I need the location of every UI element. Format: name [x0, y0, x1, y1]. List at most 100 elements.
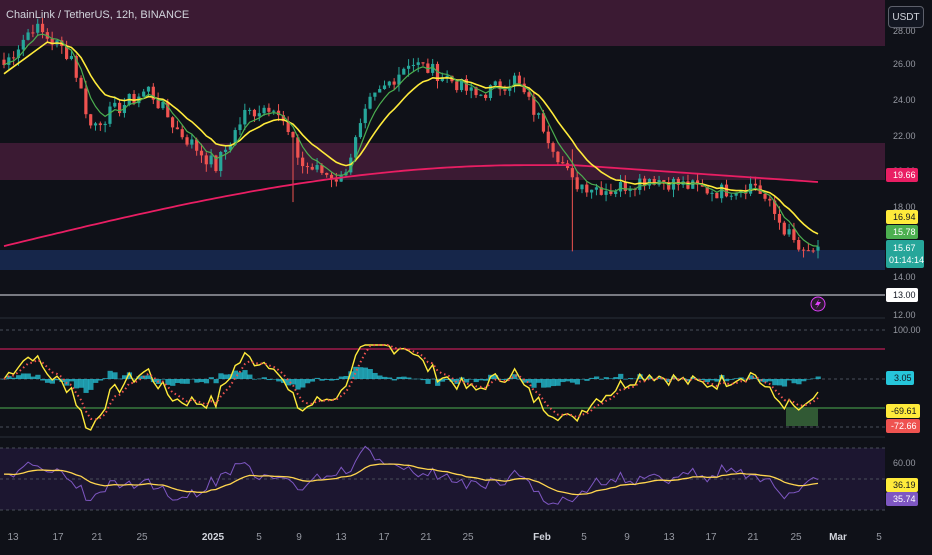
histogram-bar: [242, 370, 248, 379]
candle-body: [777, 213, 782, 223]
countdown-timer: 01:14:14: [889, 255, 924, 265]
histogram-bar: [642, 378, 648, 380]
lightning-icon[interactable]: [810, 296, 826, 312]
ma-fast-line[interactable]: [3, 33, 819, 247]
histogram-bar: [300, 379, 306, 388]
ind1-main-line[interactable]: [3, 344, 819, 431]
ind2-main-line[interactable]: [3, 445, 819, 505]
candle-body: [676, 178, 680, 185]
currency-button[interactable]: USDT: [888, 6, 924, 28]
candle-body: [117, 102, 122, 114]
ind1-signal-dots[interactable]: [3, 344, 819, 421]
candle-body: [223, 149, 228, 152]
candle-body: [334, 179, 338, 182]
candle-body: [493, 81, 497, 86]
histogram-bar: [203, 379, 210, 384]
histogram-bar: [358, 367, 364, 379]
candle-body: [546, 131, 550, 144]
histogram-bar: [83, 379, 89, 393]
candle-body: [382, 85, 387, 90]
histogram-bar: [695, 379, 701, 380]
candle-body: [643, 178, 647, 186]
histogram-bar: [541, 379, 547, 388]
histogram-bar: [425, 379, 431, 384]
candle-body: [618, 182, 623, 192]
svg-text:3.05: 3.05: [894, 373, 912, 383]
candle-body: [599, 187, 603, 195]
candle-body: [358, 123, 363, 138]
histogram-bar: [521, 379, 527, 383]
candle-body: [2, 59, 6, 65]
histogram-bar: [569, 379, 576, 383]
time-axis-bg[interactable]: [0, 525, 932, 550]
candle-body: [301, 157, 305, 167]
candle-body: [440, 77, 444, 81]
histogram-bar: [290, 379, 296, 385]
histogram-bar: [709, 379, 715, 381]
ind2-axis-tick: 60.00: [893, 458, 916, 468]
candle-body: [734, 192, 738, 196]
histogram-bar: [223, 374, 229, 379]
histogram-bar: [637, 374, 643, 379]
histogram-bar: [194, 379, 200, 383]
histogram-bar: [25, 373, 31, 379]
candle-body: [170, 117, 175, 128]
candle-body: [541, 113, 546, 132]
candle-body: [816, 246, 820, 251]
candlesticks[interactable]: [2, 17, 820, 259]
ma200-line[interactable]: [3, 164, 819, 247]
histogram-bar: [579, 378, 585, 380]
histogram-bar: [545, 379, 552, 388]
candle-body: [161, 101, 165, 109]
histogram-bar: [473, 379, 479, 383]
svg-text:16.94: 16.94: [893, 212, 916, 222]
histogram-bar: [252, 379, 258, 380]
candle-body: [753, 183, 757, 186]
histogram-bar: [93, 379, 99, 383]
histogram-bar: [401, 376, 407, 379]
candle-body: [180, 129, 184, 138]
candle-body: [320, 165, 324, 173]
candle-body: [782, 222, 786, 235]
svg-text:36.19: 36.19: [893, 480, 916, 490]
histogram-bar: [333, 379, 340, 381]
histogram-bar: [516, 379, 523, 380]
candle-body: [89, 114, 93, 126]
candle-body: [74, 56, 78, 78]
candle-body: [537, 113, 541, 115]
histogram-bar: [502, 379, 508, 381]
symbol-title[interactable]: ChainLink / TetherUS, 12h, BINANCE: [6, 9, 190, 21]
histogram-bar: [777, 379, 783, 386]
histogram-bar: [714, 379, 720, 382]
badge-support: 13.00: [886, 288, 918, 302]
time-label: 13: [7, 532, 19, 543]
candle-body: [623, 182, 627, 191]
candle-body: [691, 180, 695, 189]
histogram-bar: [324, 379, 330, 380]
candle-body: [739, 190, 743, 193]
time-axis[interactable]: 13 17 21 25 2025 5 9 13 17 21 25 Feb 5 9…: [7, 532, 882, 543]
histogram-bar: [396, 376, 402, 379]
histogram-bar: [165, 379, 171, 385]
svg-text:35.74: 35.74: [893, 494, 916, 504]
time-label-month: Feb: [533, 532, 551, 543]
histogram-bar: [107, 370, 113, 379]
histogram-bar: [170, 379, 176, 386]
histogram-bar: [762, 379, 768, 383]
histogram-bar: [430, 378, 436, 380]
price-tick: 14.00: [893, 272, 916, 282]
histogram-bar: [622, 379, 629, 380]
histogram-bar: [685, 379, 691, 382]
ind2-signal-line[interactable]: [3, 463, 819, 496]
histogram-bar: [406, 377, 412, 379]
candle-body: [522, 83, 526, 93]
candle-body: [594, 187, 599, 190]
ma-slow-line[interactable]: [3, 41, 819, 235]
candle-body: [204, 155, 208, 165]
candle-body: [744, 190, 748, 194]
candle-body: [238, 124, 242, 131]
candle-body: [435, 63, 440, 81]
histogram-bar: [348, 371, 354, 379]
histogram-bar: [314, 377, 320, 379]
